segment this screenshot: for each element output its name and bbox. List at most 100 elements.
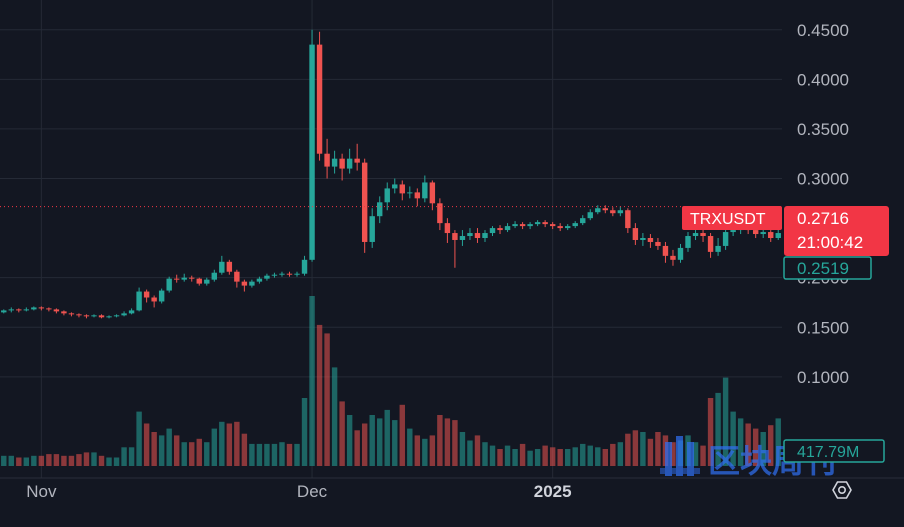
candle[interactable] — [377, 196, 383, 224]
candle[interactable] — [346, 148, 353, 174]
candle[interactable] — [181, 273, 187, 282]
candle[interactable] — [392, 178, 398, 194]
candle[interactable] — [241, 279, 248, 292]
candle[interactable] — [309, 29, 315, 262]
candle[interactable] — [1, 309, 7, 314]
candle[interactable] — [422, 175, 428, 203]
candle[interactable] — [497, 225, 503, 235]
candle[interactable] — [249, 279, 255, 288]
candle[interactable] — [264, 273, 270, 281]
candle[interactable] — [655, 238, 661, 250]
candle[interactable] — [301, 255, 308, 276]
candle[interactable] — [61, 310, 67, 316]
candle[interactable] — [437, 198, 443, 231]
candle[interactable] — [489, 226, 496, 237]
candle[interactable] — [98, 314, 105, 319]
candle[interactable] — [407, 186, 413, 199]
candle[interactable] — [91, 314, 97, 318]
candle[interactable] — [46, 307, 52, 312]
candle[interactable] — [399, 180, 405, 201]
candle[interactable] — [361, 158, 368, 253]
candle[interactable] — [271, 272, 278, 278]
candle[interactable] — [151, 295, 157, 308]
candle[interactable] — [534, 220, 541, 227]
candle[interactable] — [286, 271, 293, 277]
candle[interactable] — [76, 313, 82, 318]
candle[interactable] — [429, 180, 436, 211]
candle[interactable] — [316, 31, 323, 161]
candle[interactable] — [647, 234, 654, 248]
candle[interactable] — [369, 208, 375, 248]
candle[interactable] — [632, 223, 639, 245]
candle[interactable] — [136, 287, 142, 312]
candle[interactable] — [339, 153, 345, 181]
candles[interactable] — [1, 29, 781, 319]
x-axis[interactable]: Nov Dec 2025 — [0, 477, 904, 501]
candle[interactable] — [707, 233, 714, 258]
candle[interactable] — [512, 221, 518, 229]
candle[interactable] — [173, 274, 180, 283]
candle[interactable] — [83, 314, 90, 319]
candle[interactable] — [459, 230, 466, 246]
candle[interactable] — [557, 223, 563, 232]
candle[interactable] — [106, 315, 112, 319]
candle[interactable] — [8, 307, 14, 313]
candle[interactable] — [662, 241, 669, 263]
candle[interactable] — [617, 206, 624, 217]
candle[interactable] — [715, 238, 721, 256]
candle[interactable] — [53, 308, 60, 314]
candle[interactable] — [610, 207, 616, 217]
candle[interactable] — [474, 228, 481, 243]
candle[interactable] — [527, 222, 533, 230]
candle[interactable] — [768, 230, 774, 242]
candle[interactable] — [196, 277, 202, 286]
candle[interactable] — [572, 221, 578, 229]
candle[interactable] — [234, 269, 240, 288]
candle[interactable] — [519, 222, 526, 230]
candle[interactable] — [16, 308, 22, 313]
candle[interactable] — [549, 222, 556, 230]
candle[interactable] — [625, 208, 631, 234]
candle[interactable] — [226, 259, 233, 275]
candle[interactable] — [504, 223, 511, 233]
candle[interactable] — [204, 277, 210, 286]
candle[interactable] — [595, 205, 601, 215]
candle[interactable] — [384, 182, 390, 211]
candle[interactable] — [467, 228, 473, 240]
candle[interactable] — [68, 312, 75, 317]
candle[interactable] — [31, 306, 37, 311]
candle[interactable] — [640, 233, 646, 246]
candle[interactable] — [414, 188, 421, 207]
candle[interactable] — [542, 220, 548, 228]
candle[interactable] — [121, 311, 127, 317]
candle[interactable] — [143, 289, 150, 303]
candle[interactable] — [444, 218, 451, 243]
settings-icon[interactable] — [832, 481, 852, 499]
candle[interactable] — [580, 215, 586, 226]
candle[interactable] — [158, 288, 165, 304]
candle[interactable] — [692, 229, 699, 240]
candle[interactable] — [189, 275, 195, 282]
candle[interactable] — [219, 255, 225, 275]
candle[interactable] — [294, 271, 300, 277]
candle[interactable] — [587, 209, 593, 221]
candle[interactable] — [564, 224, 571, 231]
candle[interactable] — [452, 230, 458, 268]
candle[interactable] — [38, 306, 45, 311]
candle[interactable] — [256, 276, 263, 284]
candle[interactable] — [331, 150, 338, 174]
candle[interactable] — [23, 307, 30, 312]
candle[interactable] — [685, 232, 691, 252]
candle[interactable] — [166, 276, 172, 293]
candle[interactable] — [700, 228, 706, 242]
candle[interactable] — [211, 269, 218, 282]
candle[interactable] — [722, 228, 729, 250]
candle[interactable] — [482, 230, 488, 242]
candle[interactable] — [670, 249, 676, 266]
candle[interactable] — [602, 205, 609, 214]
candle[interactable] — [279, 271, 285, 277]
candle[interactable] — [113, 314, 120, 318]
candle[interactable] — [128, 308, 135, 315]
